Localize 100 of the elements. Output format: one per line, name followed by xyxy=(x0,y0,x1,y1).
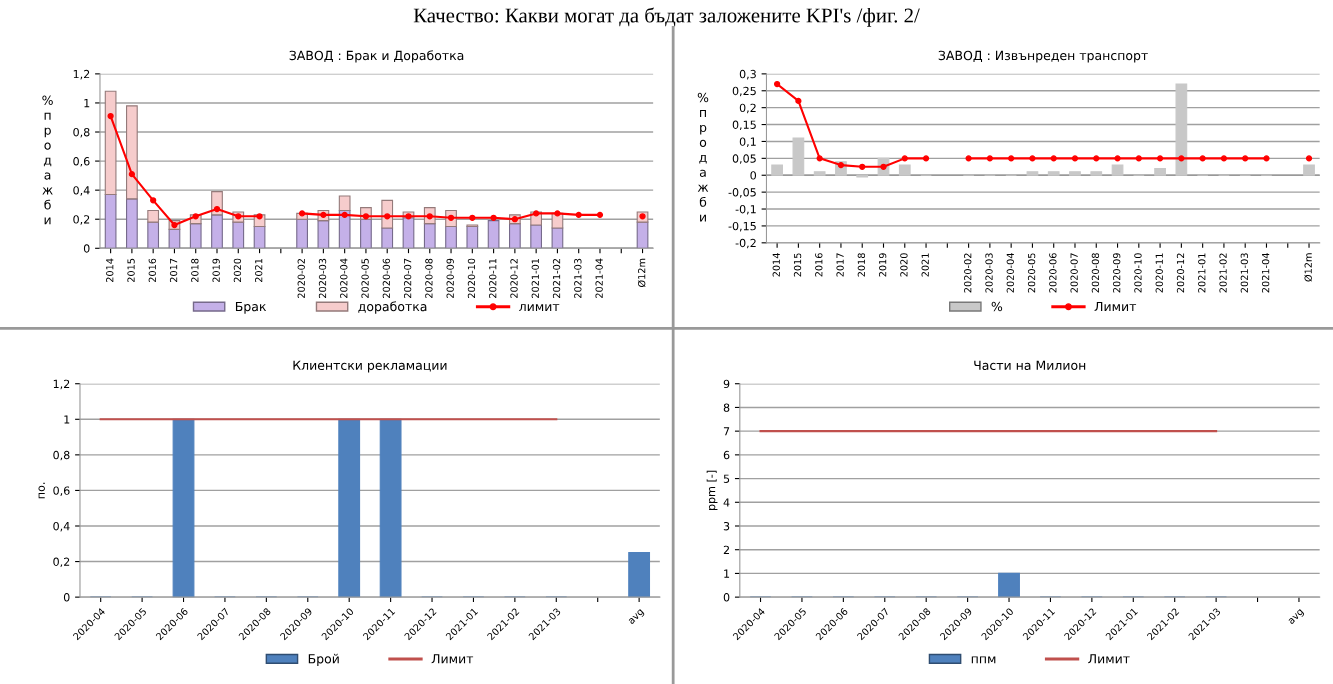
y-tick-label: -0,15 xyxy=(728,221,756,232)
y-tick-label: 4 xyxy=(723,498,730,507)
x-tick-label: 2021-02 xyxy=(552,258,561,298)
legend-label: Брой xyxy=(308,653,339,666)
x-tick-label: 2019 xyxy=(878,253,887,277)
y-tick-label: 0,05 xyxy=(732,154,756,164)
x-tick-label: 2020-05 xyxy=(1027,253,1036,293)
y-tick-label: 0,15 xyxy=(732,120,756,131)
x-tick-label: 2020-08 xyxy=(1091,253,1100,293)
chart-title: Клиентски рекламации xyxy=(293,360,447,373)
x-tick-label: 2021-03 xyxy=(1240,253,1249,293)
y-tick-label: 1 xyxy=(64,415,70,424)
y-tick-label: 1,2 xyxy=(73,69,90,80)
y-tick-label: 0 xyxy=(723,593,730,602)
x-tick-label: 2016 xyxy=(815,253,823,277)
y-tick-label: 0,8 xyxy=(73,127,90,138)
x-tick-label: 2017 xyxy=(169,258,178,283)
y-tick-label: 0,8 xyxy=(53,450,70,461)
x-tick-label: 2015 xyxy=(127,258,135,283)
x-tick-label: 2021-02 xyxy=(1219,253,1227,293)
x-tick-label: 2019 xyxy=(212,258,220,283)
y-tick-label: 8 xyxy=(723,403,730,412)
x-tick-label: 2020 xyxy=(900,253,908,277)
y-tick-label: -0,2 xyxy=(735,238,756,249)
x-tick-label: 2020-04 xyxy=(1006,253,1014,293)
x-tick-label: 2018 xyxy=(857,253,866,277)
x-tick-label: 2018 xyxy=(191,258,199,283)
x-tick-label: 2020-09 xyxy=(1113,253,1121,293)
x-tick-label: 2020-09 xyxy=(446,258,454,298)
y-tick-label: 1 xyxy=(84,99,90,108)
legend-label: % xyxy=(991,301,1003,312)
y-tick-label: 0,4 xyxy=(73,186,90,196)
y-tick-label: 0,4 xyxy=(53,521,70,532)
chart-title: ЗАВОД : Извънреден транспорт xyxy=(938,50,1148,63)
y-tick-label: 0,3 xyxy=(739,69,756,80)
x-tick-label: 2021 xyxy=(255,258,263,283)
x-tick-label: 2020-04 xyxy=(340,258,348,298)
legend-label: Лимит xyxy=(431,654,474,664)
x-tick-label: Ø12m xyxy=(637,258,646,288)
legend-label: ппм xyxy=(971,656,996,664)
legend-label: лимит xyxy=(519,304,560,312)
x-tick-label: 2014 xyxy=(772,253,780,277)
text: % продажби xyxy=(42,95,53,225)
x-tick-label: 2021-04 xyxy=(1261,253,1270,293)
x-tick-label: 2021-01 xyxy=(1198,253,1206,293)
x-tick-label: 2020-12 xyxy=(1176,253,1185,293)
x-tick-label: Ø12m xyxy=(1304,253,1313,282)
legend-label: Лимит xyxy=(1088,654,1130,664)
y-tick-label: 5 xyxy=(723,474,730,483)
x-tick-label: 2020-10 xyxy=(1134,253,1142,293)
legend-label: Брак xyxy=(235,301,267,314)
x-tick-label: 2020-11 xyxy=(1155,253,1163,293)
y-tick-label: 9 xyxy=(723,379,730,389)
y-tick-label: 7 xyxy=(723,427,730,436)
y-tick-label: 0,2 xyxy=(739,103,756,114)
y-tick-label: 3 xyxy=(723,521,730,531)
y-tick-label: 1,2 xyxy=(53,379,70,390)
x-tick-label: 2020-06 xyxy=(382,258,391,298)
chart-title: ЗАВОД : Брак и Доработка xyxy=(289,50,464,63)
chart-title: Части на Милион xyxy=(974,360,1086,371)
x-tick-label: 2021-04 xyxy=(595,258,603,298)
y-tick-label: 0,25 xyxy=(732,86,756,97)
text: Качество: Какви могат да бъдат заложените KPI's /фиг. 2/ xyxy=(413,7,920,27)
x-tick-label: 2020-02 xyxy=(964,253,972,293)
x-tick-label: 2020-05 xyxy=(361,258,369,298)
y-tick-label: 0 xyxy=(750,171,757,180)
x-tick-label: 2020-08 xyxy=(425,258,433,298)
x-tick-label: avg xyxy=(1288,608,1305,626)
x-tick-label: 2014 xyxy=(106,258,114,283)
y-tick-label: 0,2 xyxy=(53,557,70,568)
y-tick-label: 0,1 xyxy=(739,137,756,147)
y-tick-label: -0,05 xyxy=(728,188,756,198)
y-tick-label: 0,6 xyxy=(73,157,90,167)
y-tick-label: 0,2 xyxy=(73,215,90,225)
x-tick-label: 2015 xyxy=(793,253,802,277)
x-tick-label: 2020-06 xyxy=(1049,253,1057,293)
legend-label: Лимит xyxy=(1094,301,1137,312)
y-axis-title: по. xyxy=(38,482,45,499)
x-tick-label: 2020-03 xyxy=(985,253,993,293)
x-tick-label: 2016 xyxy=(148,258,156,283)
x-tick-label: 2020-12 xyxy=(510,258,518,298)
x-tick-label: 2021 xyxy=(921,253,929,277)
y-axis-title: ppm [-] xyxy=(706,470,718,510)
x-tick-label: 2020-07 xyxy=(403,258,412,298)
x-tick-label: 2020-07 xyxy=(1070,253,1078,293)
y-tick-label: 0 xyxy=(63,593,70,602)
y-tick-label: 0,6 xyxy=(53,486,70,496)
x-tick-label: avg xyxy=(628,608,646,626)
x-tick-label: 2020 xyxy=(233,258,242,283)
y-tick-label: 2 xyxy=(723,545,729,554)
text: % продажби xyxy=(697,92,709,222)
x-tick-label: 2020-10 xyxy=(467,258,476,298)
x-tick-label: 2021-03 xyxy=(574,258,582,298)
x-tick-label: 2020-03 xyxy=(318,258,327,298)
y-tick-label: 1 xyxy=(724,569,730,578)
y-tick-label: 0 xyxy=(83,244,90,253)
x-tick-label: 2021-01 xyxy=(531,258,539,298)
y-tick-label: -0,1 xyxy=(735,205,756,215)
x-tick-label: 2020-11 xyxy=(489,258,497,298)
legend-label: доработка xyxy=(358,301,427,314)
